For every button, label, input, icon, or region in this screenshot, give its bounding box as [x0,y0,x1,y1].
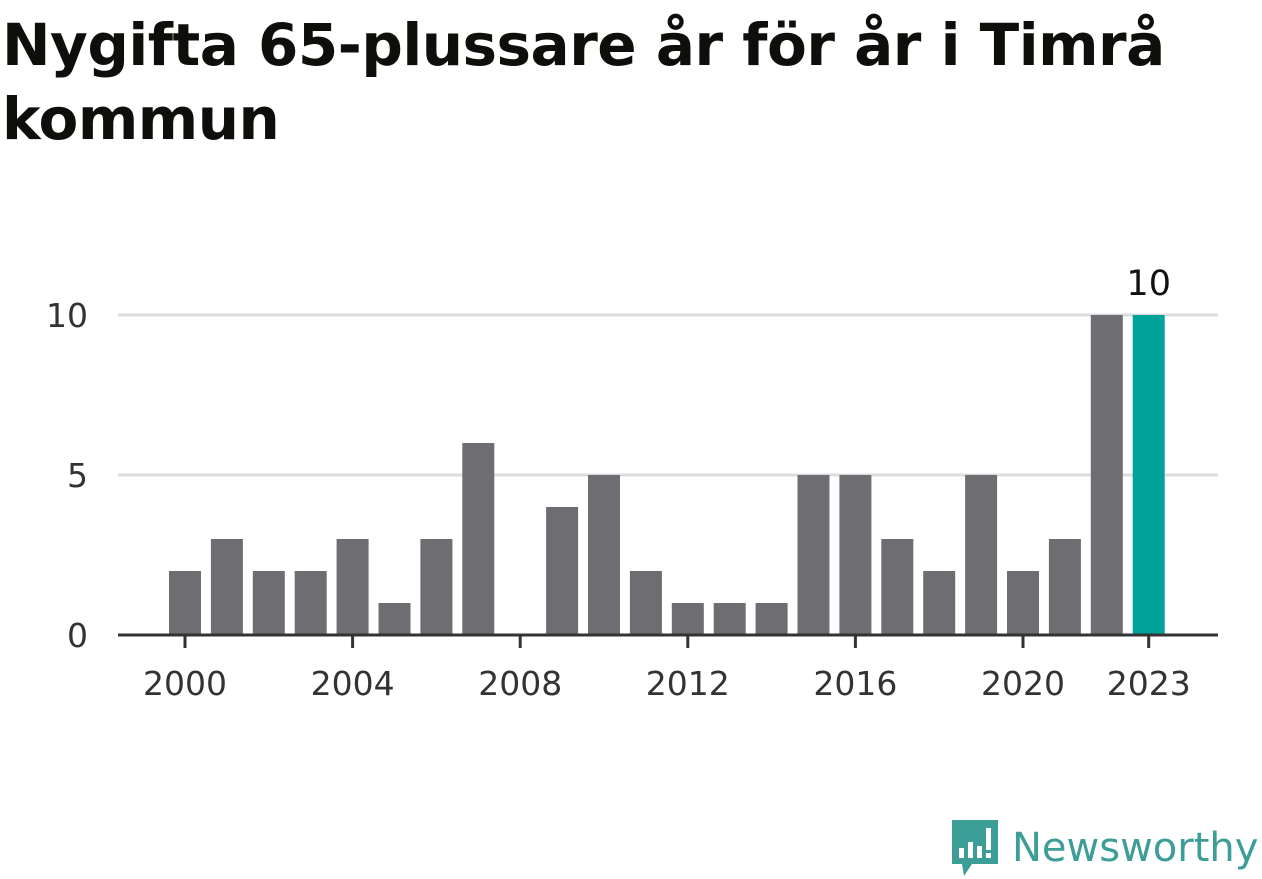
y-tick-label: 10 [46,296,88,335]
bar [588,475,620,635]
bar [336,539,369,635]
bar [713,603,746,635]
x-tick-label: 2008 [478,664,562,703]
bar [462,443,495,635]
brand-name: Newsworthy [1012,825,1259,871]
bar [839,475,872,635]
x-tick-label: 2004 [311,664,395,703]
chart-title: Nygifta 65-plussare år för år i Timrå ko… [2,11,1165,153]
bar [169,571,201,635]
bar [923,571,956,635]
bar [294,571,327,635]
bar [965,475,998,635]
data-label: 10 [1126,264,1171,304]
bar [1007,571,1039,635]
newsworthy-logo-icon [952,820,998,876]
bar-chart: 0 5 10 2000 2004 2008 2012 2016 2020 2023 10 [46,264,1218,703]
bar [546,507,579,635]
x-tick-label: 2016 [813,664,897,703]
bar [629,571,662,635]
newsworthy-brand[interactable]: Newsworthy [950,818,1258,878]
x-tick-label: 2020 [981,664,1065,703]
bar [420,539,453,635]
bar-highlight [1132,315,1165,635]
bar [797,475,830,635]
x-tick-label: 2012 [646,664,730,703]
bar [252,571,285,635]
x-tick-label: 2000 [143,664,227,703]
y-tick-label: 0 [67,616,88,655]
bar [755,603,788,635]
bar [378,603,411,635]
bar [1090,315,1123,635]
bar [671,603,704,635]
bar [1048,539,1081,635]
bar [210,539,243,635]
y-tick-label: 5 [67,456,88,495]
bar [881,539,914,635]
x-tick-label: 2023 [1107,664,1191,703]
